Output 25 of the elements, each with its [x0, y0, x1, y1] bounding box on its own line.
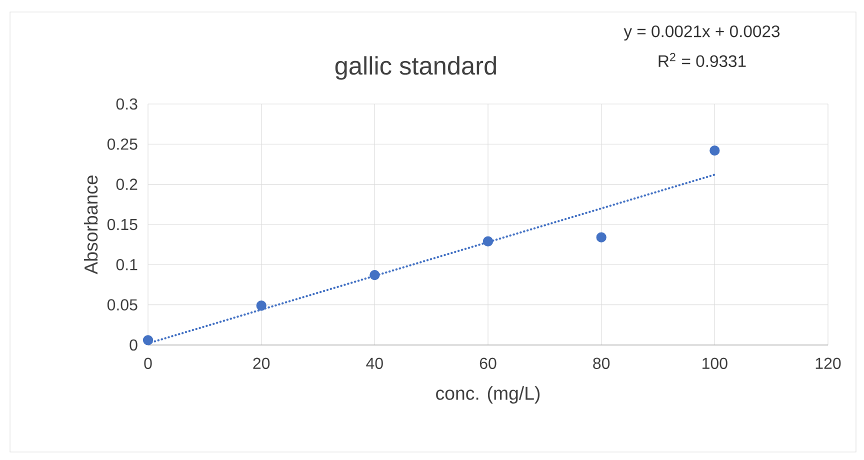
y-tick-label: 0.3: [116, 98, 138, 110]
y-tick-label: 0.2: [116, 178, 138, 190]
y-tick-label: 0: [130, 339, 138, 351]
point: [142, 335, 154, 346]
point: [256, 300, 266, 311]
x-tick-label: 100: [702, 358, 728, 370]
chart-title: gallic standard: [335, 56, 496, 80]
y-tick-label: 0.1: [116, 258, 138, 270]
x-tick-label: 20: [253, 358, 270, 370]
y-tick-label: 0.15: [107, 218, 138, 230]
y-axis-title: Absorbance: [84, 176, 98, 274]
x-tick-label: 80: [593, 358, 610, 370]
point: [710, 146, 720, 156]
x-tick-label: 60: [480, 358, 496, 370]
y-tick-label: 0.05: [107, 299, 138, 310]
x-axis-title: conc. (mg/L): [436, 386, 540, 404]
x-tick-label: 40: [366, 358, 383, 370]
point: [596, 232, 606, 242]
text: R$^{2}$ = 0.9331: [658, 52, 746, 68]
x-tick-label: 120: [816, 358, 841, 370]
text: y = 0.0021x + 0.0023: [624, 25, 780, 41]
point: [482, 236, 494, 246]
point: [370, 270, 380, 280]
x-tick-label: 0: [144, 358, 152, 370]
y-tick-label: 0.25: [107, 138, 138, 150]
